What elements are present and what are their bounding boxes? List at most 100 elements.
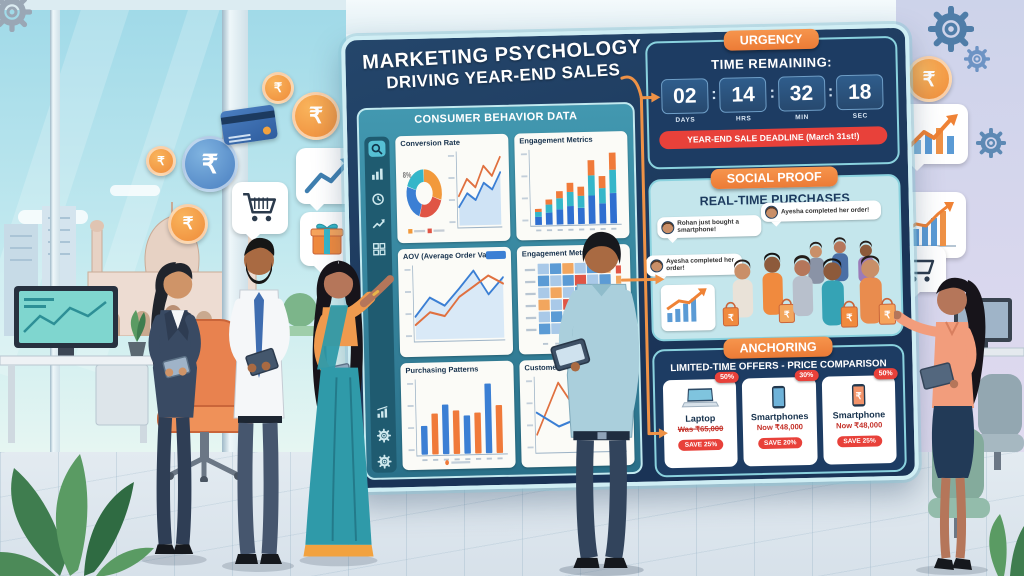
countdown-hours: 14 HRS [719,76,768,123]
product-price: Now ₹48,000 [835,420,883,431]
rupee-coin-icon: ₹ [906,56,952,102]
office-chair-gray [972,374,1024,470]
crowd-of-shoppers: ₹ ₹ ₹ [722,237,897,328]
chart-card-conversion-rate: Conversion Rate 8% [395,133,511,244]
shopping-cart-icon [243,193,277,222]
chart-card-engagement-metrics: Engagement Metrics [514,131,630,241]
tablet [919,362,955,390]
window-frame-top [0,0,346,10]
countdown-seconds: 18 SEC [835,74,884,120]
settings-gear-icon [375,454,392,472]
card-dot [262,126,272,136]
search-icon [368,140,386,158]
countdown: 02 DAYS : 14 HRS : 32 MIN : 18 SEC [648,74,897,125]
growth-chart-icon [660,284,716,332]
urgency-badge: URGENCY [723,28,819,51]
crowd-person: ₹ [722,259,754,327]
trend-arrow-icon [370,216,387,233]
chart-card-aov: AOV (Average Order Value) [397,247,514,357]
cloud [110,185,160,196]
growth-arrow-icon [906,114,958,154]
aov-line-chart [404,265,506,343]
rupee-glyph: ₹ [846,313,853,324]
rupee-glyph: ₹ [922,68,936,91]
countdown-separator: : [827,83,834,101]
consumer-panel-title: CONSUMER BEHAVIOR DATA [414,110,578,126]
deadline-banner: YEAR-END SALE DEADLINE (March 31st!) [659,126,888,150]
countdown-value: 32 [777,75,826,112]
countdown-separator: : [711,85,717,104]
chart-up-icon [374,404,391,421]
rupee-glyph: ₹ [309,103,323,128]
rupee-coin-icon: ₹ [182,136,238,192]
desk-plant-pot [128,342,146,356]
product-card-smartphone: 50% ₹ Smartphone Now ₹48,000 SAVE 25% [821,367,898,465]
product-price: Now ₹48,000 [756,422,804,433]
anchoring-panel: ANCHORING LIMITED-TIME OFFERS - PRICE CO… [652,336,907,478]
countdown-unit: DAYS [675,116,696,124]
card-lines [228,133,251,139]
gift-icon [310,223,344,255]
gear-icon [0,0,33,37]
social-proof-badge: SOCIAL PROOF [710,166,838,190]
rupee-glyph: ₹ [884,310,891,321]
gear-icon [963,45,991,77]
product-card-laptop: 50% Laptop Was ₹65,000 SAVE 25% [662,371,740,469]
person-woman-right [894,277,988,575]
rupee-coin-icon: ₹ [262,72,294,104]
aov-badge [485,251,506,260]
person-businessman-shirt-tie [222,237,294,572]
product-name: Smartphones [750,410,809,423]
gear-icon [927,5,975,57]
cart-bubble [232,182,288,241]
avatar [661,220,675,235]
bar-chart-icon [369,166,386,183]
person-businesswoman-suit [141,262,207,566]
rupee-glyph: ₹ [201,148,219,179]
gear-icon [375,428,392,446]
countdown-minutes: 32 MIN [777,75,826,122]
svg-text:8%: 8% [403,172,412,180]
notification-text: Ayesha completed her order! [780,206,870,216]
crowd-person [808,241,825,284]
rupee-coin-icon: ₹ [292,92,340,140]
social-proof-panel: SOCIAL PROOF REAL-TIME PURCHASES Rohan j… [645,166,904,342]
countdown-days: 02 DAYS [660,78,709,124]
engagement-stacked-bar-chart [520,149,622,232]
person-man-back-view [550,231,644,576]
save-badge: SAVE 25% [837,435,882,448]
rupee-glyph: ₹ [784,309,790,319]
countdown-unit: MIN [795,113,809,122]
rupee-glyph: ₹ [182,214,194,233]
countdown-unit: SEC [852,112,868,120]
save-badge: SAVE 20% [757,437,803,450]
countdown-unit: HRS [735,115,752,123]
save-badge: SAVE 25% [678,438,724,451]
rupee-coin-icon: ₹ [146,146,176,176]
smartphone-rupee-icon: ₹ [824,381,894,409]
laptop-icon [665,385,735,413]
product-name: Smartphone [832,409,886,421]
plant-large [0,454,154,576]
product-card-row: 50% Laptop Was ₹65,000 SAVE 25% 30% Smar… [655,367,905,469]
rupee-coin-icon: ₹ [168,204,208,244]
conversion-trend-chart [448,151,503,229]
purchase-notification: Ayesha completed her order! [760,200,882,223]
urgency-panel: URGENCY TIME REMAINING: 02 DAYS : 14 HRS… [645,28,900,170]
crowd-person [792,255,814,317]
dashboard-sidebar [364,136,397,473]
discount-badge: 30% [794,369,819,382]
rupee-glyph: ₹ [157,154,165,168]
gear-icon [975,127,1007,163]
card-stripe [220,110,276,125]
product-price: Was ₹65,000 [677,423,724,434]
countdown-value: 02 [660,78,709,115]
rupee-glyph: ₹ [855,391,861,401]
countdown-value: 18 [835,74,884,111]
notification-text: Rohan just bought a smartphone! [677,218,740,235]
crowd-person: ₹ [821,258,859,328]
countdown-separator: : [769,84,776,102]
window-mullion [50,0,60,452]
discount-badge: 50% [714,371,740,384]
